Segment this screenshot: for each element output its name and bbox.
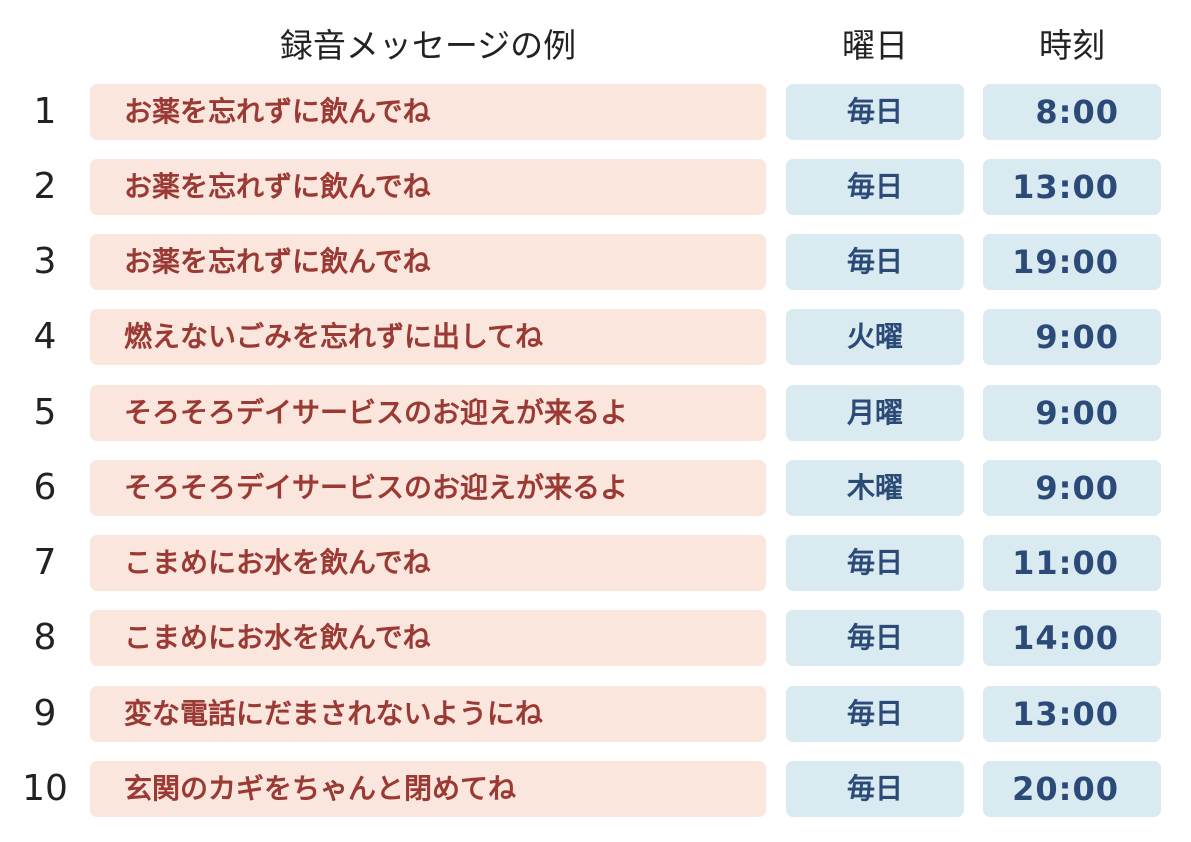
message-text: お薬を忘れずに飲んでね (124, 95, 431, 128)
day-cell: 毎日 (786, 535, 964, 591)
message-cell: お薬を忘れずに飲んでね (90, 159, 766, 215)
table-row: 2 お薬を忘れずに飲んでね 毎日 13:00 (0, 159, 1191, 215)
day-cell: 毎日 (786, 159, 964, 215)
time-cell: 9:00 (983, 309, 1161, 365)
day-cell: 木曜 (786, 460, 964, 516)
message-text: 燃えないごみを忘れずに出してね (124, 320, 544, 353)
table-row: 10 玄関のカギをちゃんと閉めてね 毎日 20:00 (0, 761, 1191, 817)
message-cell: そろそろデイサービスのお迎えが来るよ (90, 385, 766, 441)
time-text: 13:00 (1012, 695, 1119, 733)
time-text: 9:00 (1035, 469, 1119, 507)
message-cell: 玄関のカギをちゃんと閉めてね (90, 761, 766, 817)
time-text: 20:00 (1012, 770, 1119, 808)
header-time: 時刻 (1039, 26, 1105, 65)
row-number: 4 (33, 316, 57, 357)
day-cell: 毎日 (786, 610, 964, 666)
message-text: 玄関のカギをちゃんと閉めてね (124, 772, 517, 805)
time-cell: 19:00 (983, 234, 1161, 290)
table-row: 5 そろそろデイサービスのお迎えが来るよ 月曜 9:00 (0, 385, 1191, 441)
row-number: 6 (33, 467, 57, 508)
header-day: 曜日 (842, 26, 908, 65)
time-cell: 9:00 (983, 385, 1161, 441)
time-cell: 20:00 (983, 761, 1161, 817)
time-text: 14:00 (1012, 619, 1119, 657)
message-cell: 燃えないごみを忘れずに出してね (90, 309, 766, 365)
table-row: 1 お薬を忘れずに飲んでね 毎日 8:00 (0, 84, 1191, 140)
header-message: 録音メッセージの例 (279, 26, 577, 65)
time-cell: 13:00 (983, 159, 1161, 215)
message-text: お薬を忘れずに飲んでね (124, 170, 431, 203)
time-cell: 9:00 (983, 460, 1161, 516)
message-text: そろそろデイサービスのお迎えが来るよ (124, 471, 629, 504)
day-cell: 月曜 (786, 385, 964, 441)
message-cell: 変な電話にだまされないようにね (90, 686, 766, 742)
time-text: 19:00 (1012, 243, 1119, 281)
day-cell: 毎日 (786, 234, 964, 290)
time-text: 11:00 (1012, 544, 1119, 582)
time-cell: 14:00 (983, 610, 1161, 666)
message-text: こまめにお水を飲んでね (124, 546, 431, 579)
row-number: 7 (33, 542, 57, 583)
message-text: こまめにお水を飲んでね (124, 621, 431, 654)
day-cell: 毎日 (786, 84, 964, 140)
row-number: 3 (33, 241, 57, 282)
time-text: 9:00 (1035, 394, 1119, 432)
row-number: 10 (22, 768, 68, 809)
message-cell: そろそろデイサービスのお迎えが来るよ (90, 460, 766, 516)
day-cell: 毎日 (786, 761, 964, 817)
table-row: 4 燃えないごみを忘れずに出してね 火曜 9:00 (0, 309, 1191, 365)
time-text: 9:00 (1035, 318, 1119, 356)
table-row: 8 こまめにお水を飲んでね 毎日 14:00 (0, 610, 1191, 666)
message-text: 変な電話にだまされないようにね (124, 697, 543, 730)
table-row: 9 変な電話にだまされないようにね 毎日 13:00 (0, 686, 1191, 742)
row-number: 5 (33, 392, 57, 433)
message-cell: こまめにお水を飲んでね (90, 610, 766, 666)
row-number: 1 (33, 91, 57, 132)
table-row: 6 そろそろデイサービスのお迎えが来るよ 木曜 9:00 (0, 460, 1191, 516)
row-number: 8 (33, 617, 57, 658)
message-cell: お薬を忘れずに飲んでね (90, 84, 766, 140)
row-number: 9 (33, 693, 57, 734)
time-cell: 11:00 (983, 535, 1161, 591)
message-cell: お薬を忘れずに飲んでね (90, 234, 766, 290)
message-cell: こまめにお水を飲んでね (90, 535, 766, 591)
message-text: お薬を忘れずに飲んでね (124, 245, 431, 278)
row-number: 2 (33, 166, 57, 207)
table-row: 7 こまめにお水を飲んでね 毎日 11:00 (0, 535, 1191, 591)
time-text: 13:00 (1012, 168, 1119, 206)
table-row: 3 お薬を忘れずに飲んでね 毎日 19:00 (0, 234, 1191, 290)
time-cell: 13:00 (983, 686, 1161, 742)
time-text: 8:00 (1035, 93, 1119, 131)
time-cell: 8:00 (983, 84, 1161, 140)
message-text: そろそろデイサービスのお迎えが来るよ (124, 396, 629, 429)
day-cell: 火曜 (786, 309, 964, 365)
day-cell: 毎日 (786, 686, 964, 742)
